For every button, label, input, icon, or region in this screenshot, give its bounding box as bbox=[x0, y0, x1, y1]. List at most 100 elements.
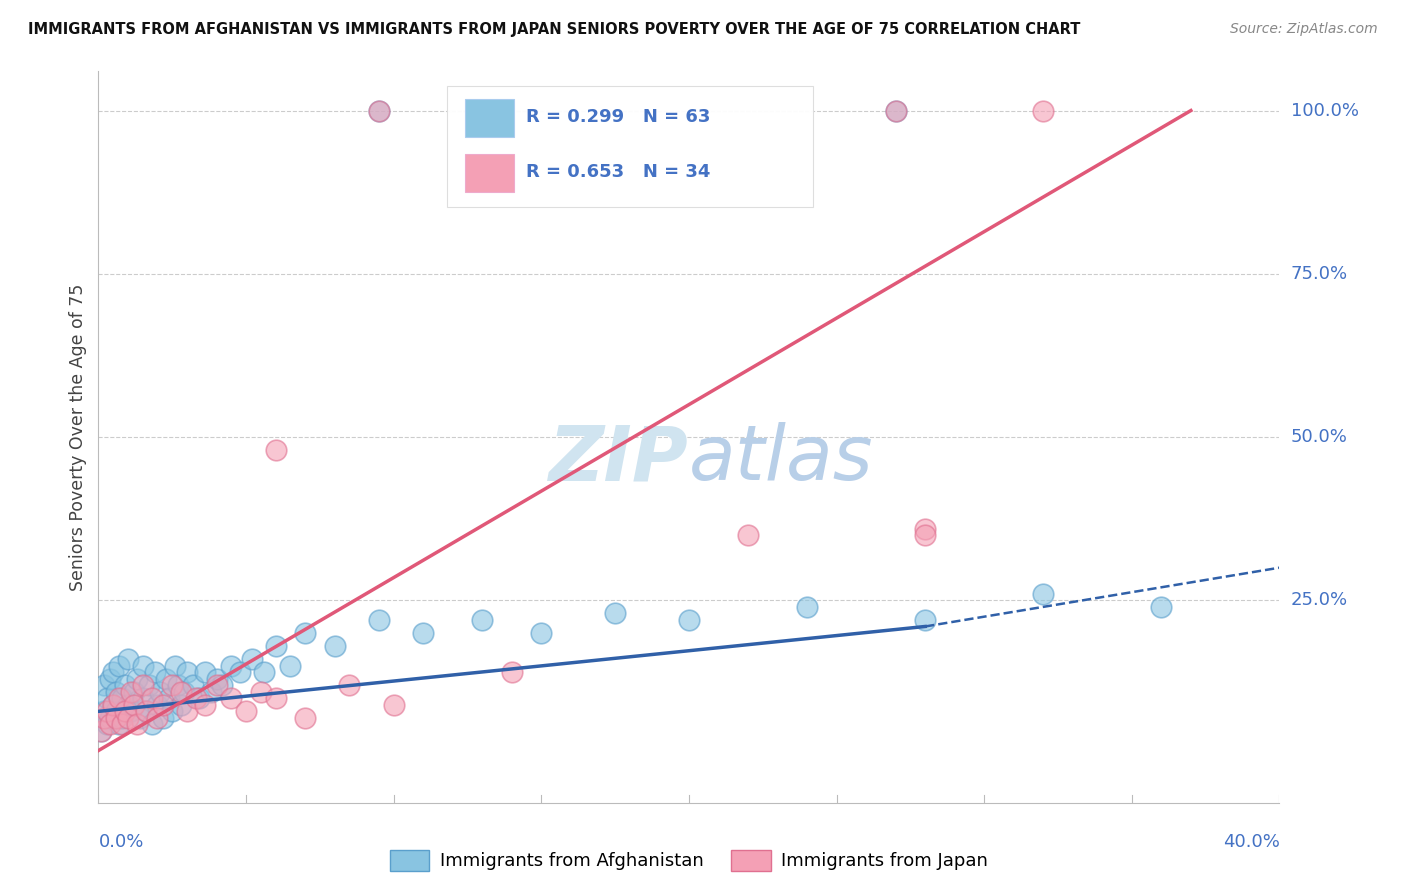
Point bbox=[152, 698, 174, 712]
Point bbox=[141, 691, 163, 706]
Point bbox=[93, 711, 115, 725]
Point bbox=[176, 705, 198, 719]
Point bbox=[96, 717, 118, 731]
Point bbox=[1032, 587, 1054, 601]
Point bbox=[235, 705, 257, 719]
Point bbox=[108, 691, 131, 706]
Point bbox=[914, 528, 936, 542]
Point bbox=[294, 711, 316, 725]
Point bbox=[194, 698, 217, 712]
Point bbox=[678, 613, 700, 627]
Point bbox=[155, 672, 177, 686]
Text: R = 0.299   N = 63: R = 0.299 N = 63 bbox=[526, 109, 710, 127]
Point bbox=[90, 723, 112, 738]
Point bbox=[253, 665, 276, 680]
Point bbox=[501, 665, 523, 680]
Text: Source: ZipAtlas.com: Source: ZipAtlas.com bbox=[1230, 22, 1378, 37]
Point bbox=[368, 103, 391, 118]
Point bbox=[264, 639, 287, 653]
Point bbox=[412, 626, 434, 640]
Point bbox=[167, 678, 190, 692]
Point bbox=[294, 626, 316, 640]
Point bbox=[368, 103, 391, 118]
Point bbox=[111, 691, 134, 706]
Point bbox=[250, 685, 273, 699]
Point bbox=[914, 613, 936, 627]
Point bbox=[1150, 599, 1173, 614]
Point bbox=[111, 711, 134, 725]
Point bbox=[120, 705, 142, 719]
Point bbox=[278, 658, 302, 673]
Point bbox=[170, 685, 193, 699]
Point bbox=[117, 711, 139, 725]
Point bbox=[170, 698, 193, 712]
Point bbox=[103, 698, 125, 712]
Text: IMMIGRANTS FROM AFGHANISTAN VS IMMIGRANTS FROM JAPAN SENIORS POVERTY OVER THE AG: IMMIGRANTS FROM AFGHANISTAN VS IMMIGRANT… bbox=[28, 22, 1080, 37]
Text: R = 0.653   N = 34: R = 0.653 N = 34 bbox=[526, 163, 710, 181]
Point bbox=[96, 691, 118, 706]
Point bbox=[125, 717, 148, 731]
Point bbox=[132, 691, 155, 706]
Point bbox=[796, 599, 818, 614]
Point bbox=[103, 698, 125, 712]
Point bbox=[914, 521, 936, 535]
Point bbox=[93, 705, 115, 719]
Point bbox=[98, 672, 121, 686]
Point bbox=[103, 665, 125, 680]
Point bbox=[135, 705, 157, 719]
Point bbox=[530, 626, 553, 640]
Point bbox=[132, 678, 155, 692]
Point bbox=[111, 717, 134, 731]
Point bbox=[173, 685, 195, 699]
Point bbox=[152, 711, 174, 725]
Point bbox=[114, 678, 136, 692]
Point bbox=[176, 665, 198, 680]
Point bbox=[105, 685, 128, 699]
Legend: Immigrants from Afghanistan, Immigrants from Japan: Immigrants from Afghanistan, Immigrants … bbox=[382, 843, 995, 878]
Point bbox=[132, 658, 155, 673]
FancyBboxPatch shape bbox=[464, 154, 515, 192]
Point bbox=[229, 665, 252, 680]
Point bbox=[108, 658, 131, 673]
Point bbox=[200, 685, 222, 699]
Point bbox=[337, 678, 360, 692]
Point bbox=[146, 698, 169, 712]
Point bbox=[162, 705, 183, 719]
Point bbox=[108, 717, 131, 731]
Point bbox=[382, 698, 405, 712]
FancyBboxPatch shape bbox=[447, 86, 813, 207]
Point bbox=[105, 711, 128, 725]
Point bbox=[1032, 103, 1054, 118]
Point bbox=[884, 103, 907, 118]
Point bbox=[122, 685, 145, 699]
Point bbox=[117, 652, 139, 666]
Point bbox=[157, 691, 180, 706]
Point bbox=[471, 613, 494, 627]
Point bbox=[219, 691, 242, 706]
Point bbox=[120, 685, 142, 699]
Point bbox=[122, 698, 145, 712]
Text: 50.0%: 50.0% bbox=[1291, 428, 1347, 446]
Point bbox=[143, 665, 166, 680]
Point bbox=[737, 528, 759, 542]
Text: 75.0%: 75.0% bbox=[1291, 265, 1348, 283]
Point bbox=[98, 717, 121, 731]
Point bbox=[165, 658, 187, 673]
Point bbox=[138, 678, 160, 692]
Point bbox=[323, 639, 346, 653]
Point bbox=[98, 711, 121, 725]
Point bbox=[605, 607, 627, 621]
Text: ZIP: ZIP bbox=[550, 422, 689, 496]
Point bbox=[105, 705, 128, 719]
Point bbox=[205, 672, 228, 686]
Point bbox=[90, 723, 112, 738]
Point bbox=[149, 685, 172, 699]
Text: atlas: atlas bbox=[689, 422, 873, 496]
Point bbox=[162, 678, 183, 692]
Point bbox=[117, 698, 139, 712]
Point bbox=[146, 711, 169, 725]
Point bbox=[96, 705, 118, 719]
Point bbox=[264, 691, 287, 706]
Text: 40.0%: 40.0% bbox=[1223, 833, 1279, 851]
Point bbox=[135, 705, 157, 719]
